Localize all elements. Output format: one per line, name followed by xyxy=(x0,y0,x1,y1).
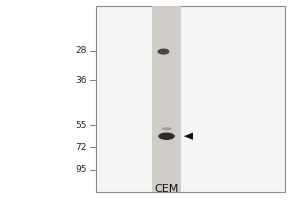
Text: CEM: CEM xyxy=(154,184,179,194)
Text: 72: 72 xyxy=(76,143,87,152)
Text: 55: 55 xyxy=(76,121,87,130)
Ellipse shape xyxy=(158,49,169,55)
Text: 95: 95 xyxy=(76,165,87,174)
Ellipse shape xyxy=(162,127,172,130)
Bar xyxy=(96,6,285,192)
Ellipse shape xyxy=(158,132,175,140)
Text: 28: 28 xyxy=(76,46,87,55)
Polygon shape xyxy=(184,133,193,140)
Text: 36: 36 xyxy=(76,76,87,85)
Bar xyxy=(152,6,181,192)
